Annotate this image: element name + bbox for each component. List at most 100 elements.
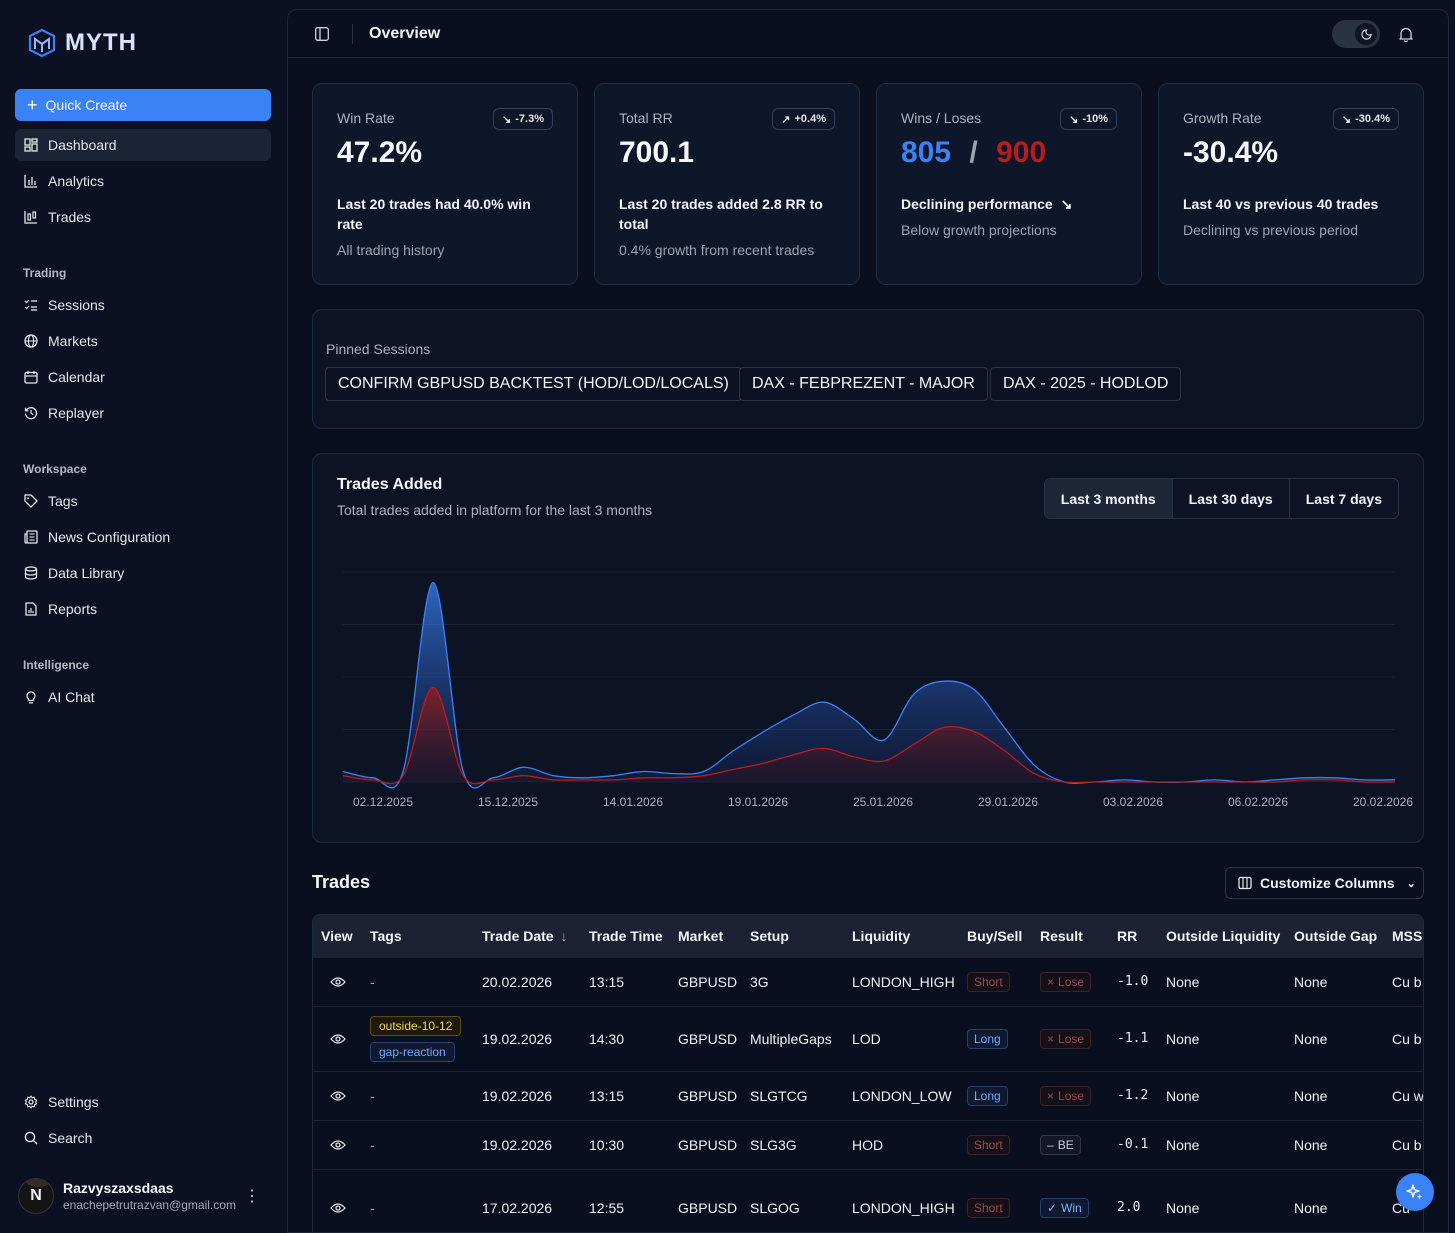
side-badge: Short xyxy=(967,972,1010,992)
column-header-view[interactable]: View xyxy=(321,928,353,944)
eye-icon[interactable] xyxy=(330,1202,346,1214)
pinned-session-chip[interactable]: CONFIRM GBPUSD BACKTEST (HOD/LOD/LOCALS) xyxy=(325,367,742,401)
table-row[interactable]: - 17.02.2026 12:55 GBPUSD SLGOG LONDON_H… xyxy=(313,1170,1423,1232)
sidebar-item-trades[interactable]: Trades xyxy=(15,201,271,233)
table-row[interactable]: - 19.02.2026 13:15 GBPUSD SLGTCG LONDON_… xyxy=(313,1072,1423,1121)
sidebar-item-replayer[interactable]: Replayer xyxy=(15,397,271,429)
result-label: Lose xyxy=(1058,975,1085,989)
sidebar-item-dashboard[interactable]: Dashboard xyxy=(15,129,271,161)
market: GBPUSD xyxy=(678,1137,738,1153)
trend-badge: ↘ -10% xyxy=(1060,108,1117,130)
x-tick-label: 15.12.2025 xyxy=(478,795,538,809)
dashboard-icon xyxy=(24,138,38,152)
column-header-rr[interactable]: RR xyxy=(1117,928,1138,944)
outside-liquidity: None xyxy=(1166,1088,1200,1104)
column-header-trade-time[interactable]: Trade Time xyxy=(589,928,663,944)
main-panel: Overview Win Rate ↘ -7.3% 47.2% Last 20 t… xyxy=(287,9,1449,1233)
history-icon xyxy=(24,407,38,420)
x-icon: × xyxy=(1047,1032,1055,1046)
rr-value: -1.2 xyxy=(1117,1088,1149,1103)
bar-chart-icon xyxy=(24,175,37,188)
ai-assistant-button[interactable] xyxy=(1396,1173,1434,1211)
pinned-session-chip[interactable]: DAX - 2025 - HODLOD xyxy=(990,367,1182,401)
more-vertical-icon[interactable]: ⋮ xyxy=(244,1188,260,1205)
x-tick-label: 19.01.2026 xyxy=(728,795,788,809)
rr-value: -1.0 xyxy=(1117,974,1149,989)
sidebar-item-settings[interactable]: Settings xyxy=(15,1086,271,1118)
sidebar-item-sessions[interactable]: Sessions xyxy=(15,289,271,321)
range-last-7-days[interactable]: Last 7 days xyxy=(1288,479,1398,518)
sidebar-item-analytics[interactable]: Analytics xyxy=(15,165,271,197)
x-tick-label: 03.02.2026 xyxy=(1103,795,1163,809)
sidebar-item-markets[interactable]: Markets xyxy=(15,325,271,357)
column-header-tags[interactable]: Tags xyxy=(370,928,402,944)
total-rr-card: Total RR ↗ +0.4% 700.1 Last 20 trades add… xyxy=(594,83,860,285)
table-row[interactable]: - 20.02.2026 13:15 GBPUSD 3G LONDON_HIGH… xyxy=(313,958,1423,1007)
range-last-30-days[interactable]: Last 30 days xyxy=(1171,479,1289,518)
sidebar-item-search[interactable]: Search xyxy=(15,1122,271,1154)
bell-icon[interactable] xyxy=(1399,27,1413,42)
tag-chip[interactable]: gap-reaction xyxy=(370,1042,455,1062)
tag-chip[interactable]: outside-10-12 xyxy=(370,1016,462,1036)
eye-icon[interactable] xyxy=(330,1090,346,1102)
column-header-mss[interactable]: MSS xyxy=(1392,928,1423,944)
column-header-trade-date[interactable]: Trade Date ↓ xyxy=(482,928,567,944)
sidebar-item-ai-chat[interactable]: AI Chat xyxy=(15,681,271,713)
table-row[interactable]: - 19.02.2026 10:30 GBPUSD SLG3G HOD Shor… xyxy=(313,1121,1423,1170)
sidebar-item-tags[interactable]: Tags xyxy=(15,485,271,517)
column-header-outside-gap[interactable]: Outside Gap xyxy=(1294,928,1378,944)
app-logo[interactable]: MYTH xyxy=(27,28,137,58)
pinned-session-chip[interactable]: DAX - FEBPREZENT - MAJOR xyxy=(739,367,988,401)
loses-value: 900 xyxy=(996,136,1047,169)
topbar: Overview xyxy=(288,10,1448,58)
chevron-down-icon: ⌄ xyxy=(1406,877,1416,890)
growth-rate-card: Growth Rate ↘ -30.4% -30.4% Last 40 vs pr… xyxy=(1158,83,1424,285)
rr-value: -0.1 xyxy=(1117,1137,1149,1152)
eye-icon[interactable] xyxy=(330,1139,346,1151)
sidebar-item-news-configuration[interactable]: News Configuration xyxy=(15,521,271,553)
trend-badge: ↘ -30.4% xyxy=(1332,108,1399,130)
column-header-market[interactable]: Market xyxy=(678,928,724,944)
eye-icon[interactable] xyxy=(330,1033,346,1045)
mss: Cu b xyxy=(1392,1031,1422,1047)
outside-liquidity: None xyxy=(1166,1031,1200,1047)
sort-arrow-down-icon: ↓ xyxy=(560,928,568,944)
theme-toggle[interactable] xyxy=(1332,20,1380,48)
wins-loses-separator: / xyxy=(969,136,978,169)
sidebar-item-reports[interactable]: Reports xyxy=(15,593,271,625)
column-header-liquidity[interactable]: Liquidity xyxy=(852,928,911,944)
column-header-buy-sell[interactable]: Buy/Sell xyxy=(967,928,1023,944)
x-tick-label: 14.01.2026 xyxy=(603,795,663,809)
table-header: View Tags Trade Date ↓ Trade Time Market… xyxy=(313,915,1423,958)
side-badge: Long xyxy=(967,1086,1008,1106)
result-badge: × Lose xyxy=(1040,1029,1092,1049)
outside-gap: None xyxy=(1294,1200,1328,1216)
card-label: Win Rate xyxy=(337,110,395,126)
sidebar-item-calendar[interactable]: Calendar xyxy=(15,361,271,393)
customize-columns-button[interactable]: Customize Columns ⌄ xyxy=(1225,867,1424,899)
sidebar-item-data-library[interactable]: Data Library xyxy=(15,557,271,589)
result-badge: × Lose xyxy=(1040,972,1092,992)
user-profile[interactable]: N Razvyszaxsdaas enachepetrutrazvan@gmai… xyxy=(18,1176,278,1216)
column-header-setup[interactable]: Setup xyxy=(750,928,789,944)
sidebar-toggle-icon[interactable] xyxy=(315,27,329,41)
trade-date: 20.02.2026 xyxy=(482,974,553,990)
result-label: BE xyxy=(1057,1138,1074,1152)
trade-time: 12:55 xyxy=(589,1200,625,1216)
sparkles-icon xyxy=(1406,1184,1423,1200)
table-row[interactable]: outside-10-12 gap-reaction 19.02.2026 14… xyxy=(313,1007,1423,1072)
card-value: 700.1 xyxy=(619,136,695,169)
card-summary: Last 20 trades had 40.0% win rate xyxy=(337,196,531,232)
x-tick-label: 29.01.2026 xyxy=(978,795,1038,809)
minus-icon: – xyxy=(1047,1138,1054,1152)
trades-added-chart: 02.12.2025 15.12.2025 14.01.2026 19.01.2026… xyxy=(342,571,1413,809)
setup: 3G xyxy=(750,974,769,990)
setup: SLG3G xyxy=(750,1137,797,1153)
quick-create-button[interactable]: + Quick Create xyxy=(15,89,271,121)
column-header-outside-liquidity[interactable]: Outside Liquidity xyxy=(1166,928,1281,944)
trend-down-icon: ↘ xyxy=(1069,113,1079,126)
eye-icon[interactable] xyxy=(330,976,346,988)
range-last-3-months[interactable]: Last 3 months xyxy=(1044,479,1172,518)
x-tick-label: 20.02.2026 xyxy=(1353,795,1413,809)
column-header-result[interactable]: Result xyxy=(1040,928,1083,944)
